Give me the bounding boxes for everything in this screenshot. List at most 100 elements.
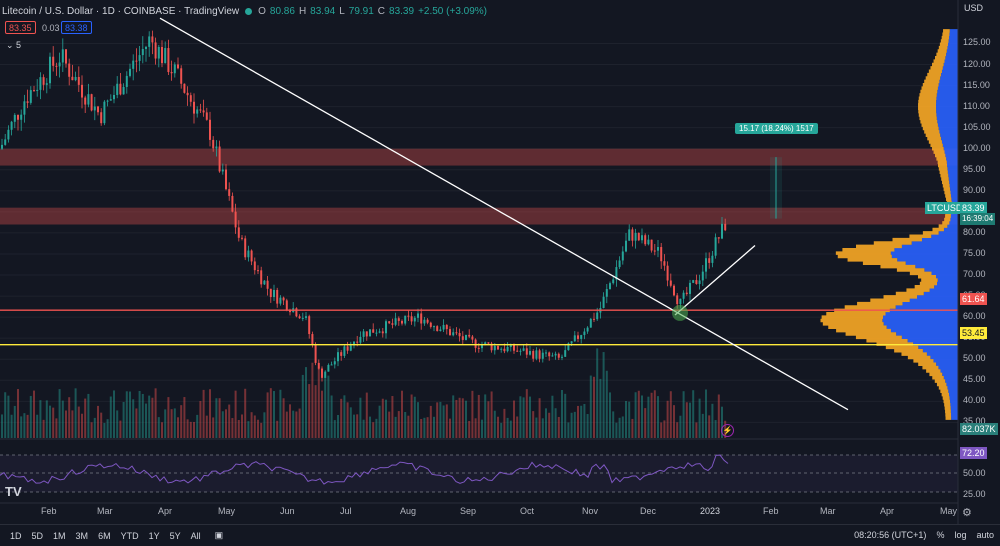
timeframe-all[interactable]: All xyxy=(190,530,201,541)
volume-bar xyxy=(385,399,387,438)
symbol-title[interactable]: Litecoin / U.S. Dollar · 1D · COINBASE ·… xyxy=(2,5,240,17)
volume-bar xyxy=(439,401,442,438)
volume-bar xyxy=(474,418,477,438)
volume-bar xyxy=(260,422,263,438)
candle-body xyxy=(301,317,304,319)
time-tick: Jun xyxy=(280,506,295,516)
volume-bar xyxy=(135,408,138,438)
volume-bar xyxy=(241,414,243,438)
candle-body xyxy=(125,75,128,87)
volume-bar xyxy=(346,402,349,438)
lightning-icon[interactable]: ⚡ xyxy=(721,424,734,437)
candle-body xyxy=(679,298,682,305)
clock-time[interactable]: 08:20:56 (UTC+1) xyxy=(854,530,927,540)
timeframe-ytd[interactable]: YTD xyxy=(120,530,139,541)
candle-body xyxy=(522,348,525,351)
log-toggle[interactable]: log xyxy=(954,530,967,540)
candle-body xyxy=(161,46,163,64)
status-area: 08:20:56 (UTC+1) % log auto xyxy=(854,530,994,540)
candle-body xyxy=(551,355,554,357)
candle-body xyxy=(548,352,551,357)
candle-body xyxy=(577,335,579,339)
volume-bar xyxy=(557,416,560,438)
volume-bar xyxy=(298,408,301,438)
percent-toggle[interactable]: % xyxy=(936,530,945,540)
timeframe-1d[interactable]: 1D xyxy=(10,530,22,541)
volume-bar xyxy=(314,385,317,438)
volume-bar xyxy=(273,391,275,438)
timeframe-5d[interactable]: 5D xyxy=(31,530,44,541)
candle-body xyxy=(39,77,42,90)
volume-bar xyxy=(52,407,55,438)
candle-body xyxy=(151,36,154,43)
candle-body xyxy=(180,68,183,84)
volume-bar xyxy=(609,392,611,438)
candle-body xyxy=(308,316,311,335)
candle-body xyxy=(685,292,688,294)
currency-label[interactable]: USD xyxy=(964,3,984,13)
volume-bar xyxy=(183,397,186,438)
volume-bar xyxy=(455,399,458,438)
timeframe-6m[interactable]: 6M xyxy=(98,530,111,541)
rsi-line xyxy=(0,454,729,485)
candle-body xyxy=(397,318,400,321)
time-tick: Feb xyxy=(41,506,57,516)
volume-bar xyxy=(503,408,506,438)
volume-bar xyxy=(97,405,99,438)
timeframe-3m[interactable]: 3M xyxy=(75,530,89,541)
candle-body xyxy=(465,334,467,340)
candle-body xyxy=(391,323,394,325)
volume-bar xyxy=(433,416,435,438)
candle-body xyxy=(52,56,55,66)
volume-bar xyxy=(253,415,256,438)
candle-body xyxy=(87,94,90,105)
timeframe-1m[interactable]: 1M xyxy=(53,530,66,541)
volume-bar xyxy=(305,367,307,438)
timeframe-1y[interactable]: 1Y xyxy=(148,530,160,541)
candle-body xyxy=(17,114,19,120)
volume-bar xyxy=(493,410,496,438)
buy-button[interactable]: 83.38 xyxy=(61,21,92,34)
price-tick: 40.00 xyxy=(963,395,986,406)
volume-bar xyxy=(625,401,627,438)
timeframe-5y[interactable]: 5Y xyxy=(169,530,181,541)
price-tick: 110.00 xyxy=(963,100,990,111)
candle-body xyxy=(417,313,419,318)
candle-body xyxy=(426,319,429,323)
candle-body xyxy=(10,121,13,130)
sell-button[interactable]: 83.35 xyxy=(5,21,36,34)
volume-bar xyxy=(263,412,266,438)
volume-bar xyxy=(196,414,199,438)
candle-body xyxy=(26,101,29,103)
candle-body xyxy=(225,169,227,190)
date-range-icon[interactable]: ▣ xyxy=(214,530,224,540)
price-tick: 75.00 xyxy=(963,247,986,258)
spread-value: 0.03 xyxy=(42,23,60,33)
volume-bar xyxy=(545,408,547,438)
candle-body xyxy=(516,350,519,352)
candle-body xyxy=(71,76,74,81)
candle-body xyxy=(615,267,618,280)
candle-body xyxy=(407,315,410,317)
auto-toggle[interactable]: auto xyxy=(976,530,994,540)
candle-body xyxy=(285,300,288,311)
volume-bar xyxy=(567,422,570,438)
indicators-toggle[interactable]: ⌄ 5 xyxy=(6,40,22,50)
candle-body xyxy=(42,77,45,85)
candle-body xyxy=(490,343,493,351)
volume-bar xyxy=(401,390,403,438)
time-tick: Sep xyxy=(460,506,477,516)
volume-bar xyxy=(477,394,480,438)
candle-body xyxy=(561,356,563,358)
candle-body xyxy=(324,371,327,378)
volume-bar xyxy=(420,418,423,438)
candle-body xyxy=(449,329,451,336)
candle-body xyxy=(714,237,717,256)
candle-body xyxy=(68,63,71,77)
candle-body xyxy=(129,68,131,76)
candle-body xyxy=(634,232,637,241)
candle-body xyxy=(257,270,259,272)
settings-gear-icon[interactable]: ⚙ xyxy=(962,507,972,519)
